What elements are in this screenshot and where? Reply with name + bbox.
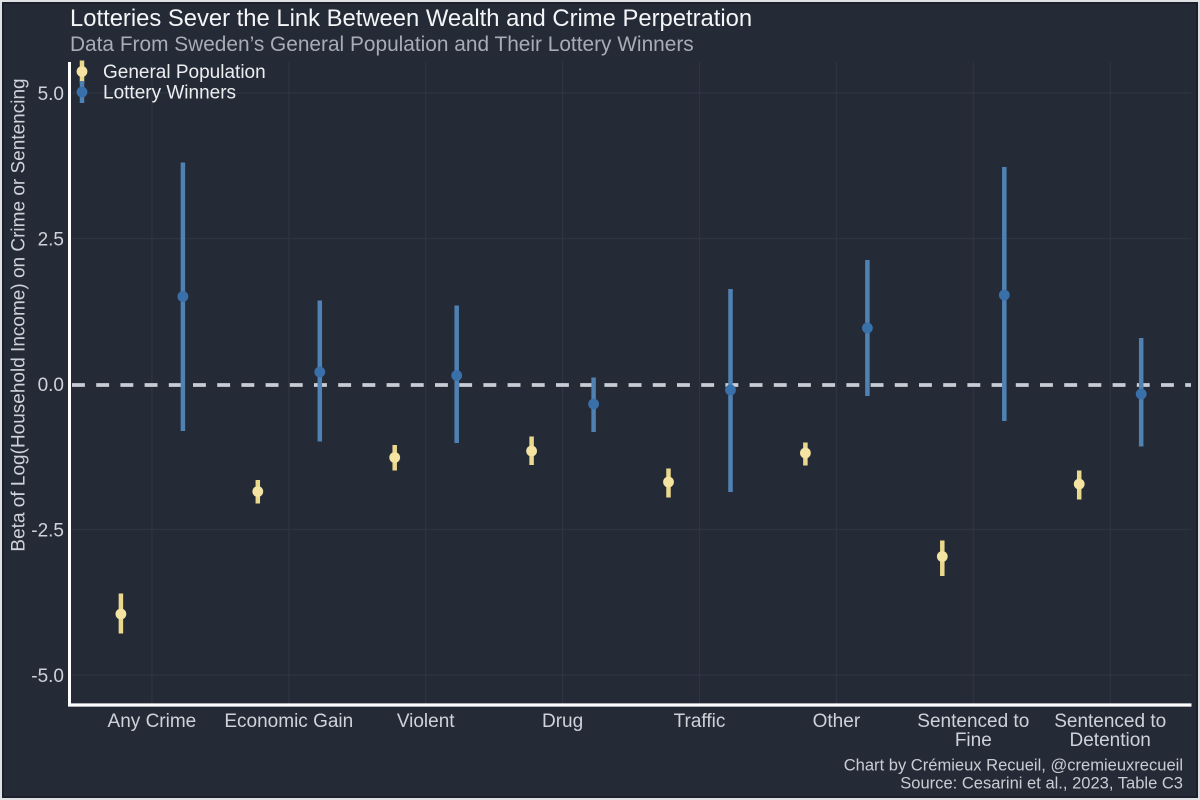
svg-text:Lottery Winners: Lottery Winners [103, 83, 236, 104]
svg-text:Other: Other [813, 711, 861, 732]
svg-text:Sentenced to: Sentenced to [917, 711, 1029, 732]
svg-text:Traffic: Traffic [674, 711, 726, 732]
svg-text:Violent: Violent [397, 711, 455, 732]
svg-text:Chart by Crémieux Recueil, @cr: Chart by Crémieux Recueil, @cremieuxrecu… [844, 756, 1183, 775]
svg-text:5.0: 5.0 [38, 84, 64, 105]
svg-text:2.5: 2.5 [38, 230, 64, 251]
svg-text:Detention: Detention [1070, 730, 1151, 751]
svg-text:Beta of Log(Household Income): Beta of Log(Household Income) on Crime o… [9, 78, 30, 551]
svg-text:Lotteries Sever the Link Betwe: Lotteries Sever the Link Between Wealth … [70, 5, 752, 32]
svg-text:General Population: General Population [103, 62, 266, 83]
svg-text:Any Crime: Any Crime [108, 711, 197, 732]
svg-text:Source: Cesarini et al., 2023,: Source: Cesarini et al., 2023, Table C3 [900, 773, 1183, 792]
svg-text:0.0: 0.0 [38, 375, 64, 396]
svg-text:-2.5: -2.5 [31, 521, 64, 542]
svg-text:Data From Sweden’s General Pop: Data From Sweden’s General Population an… [70, 33, 694, 56]
svg-text:Sentenced to: Sentenced to [1054, 711, 1166, 732]
svg-text:-5.0: -5.0 [31, 666, 64, 687]
svg-text:Drug: Drug [542, 711, 583, 732]
svg-text:Fine: Fine [955, 730, 992, 751]
svg-text:Economic Gain: Economic Gain [224, 711, 353, 732]
